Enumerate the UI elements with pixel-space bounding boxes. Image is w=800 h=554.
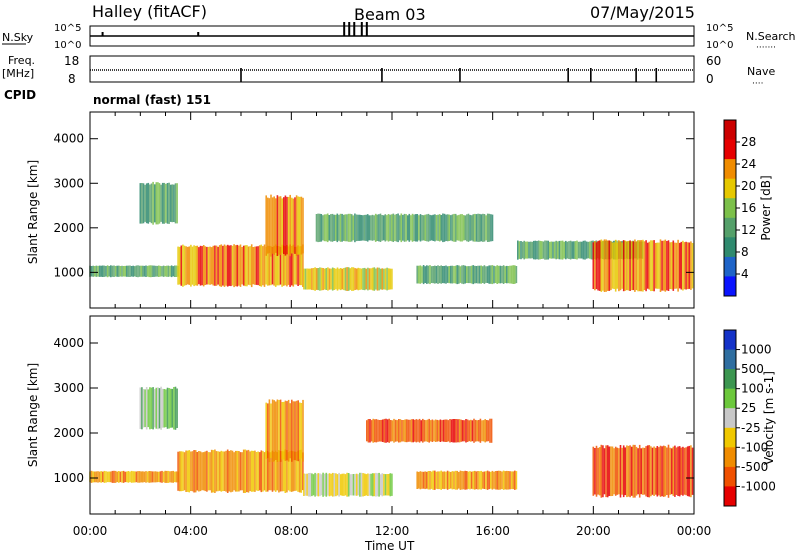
power-colorbar-swatch [724,120,736,141]
power-ytick-label: 1000 [53,265,84,279]
power-colorbar-tick-label: 16 [741,201,756,215]
freq-tick-bottom: 8 [68,72,76,86]
nave-dots: ···· [752,79,763,89]
velocity-ytick-label: 2000 [53,426,84,440]
velocity-colorbar-tick-label: 25 [741,401,756,415]
freq-spikes [240,68,658,82]
power-colorbar-swatch [724,276,736,297]
x-ticklabels: 00:00 04:00 08:00 12:00 16:00 20:00 00:00 [73,524,712,538]
velocity-colorbar-label: Velocity [m s-1] [762,371,776,465]
velocity-colorbar-swatch [724,349,736,370]
nsky-tick-top: 10^5 [54,23,81,34]
velocity-panel: 1000 2000 3000 4000 Slant Range [km] [26,315,695,515]
nave-tick-bottom: 0 [706,72,714,86]
velocity-xticks [89,316,695,514]
velocity-yticks: 1000 2000 3000 4000 [53,336,694,485]
power-colorbar-label: Power [dB] [759,175,773,240]
power-colorbar-swatch [724,256,736,277]
nave-label: Nave [747,65,775,78]
power-colorbar-tick-label: 4 [741,267,749,281]
power-colorbar-swatch [724,198,736,219]
velocity-colorbar: 1000 500 100 25 -25 -100 -500 -1000 Velocity [m… [723,329,776,507]
velocity-colorbar-tick-label: -25 [741,421,761,435]
nsearch-tick-top: 10^5 [706,23,733,34]
nsearch-dots: ······· [756,43,776,53]
freq-tick-top: 18 [64,54,79,68]
power-colorbar-tick-label: 28 [741,135,756,149]
velocity-colorbar-swatch [724,388,736,409]
beam-title: Beam 03 [354,5,426,24]
velocity-ylabel: Slant Range [km] [26,363,40,467]
power-colorbar-tick-label: 20 [741,179,756,193]
velocity-colorbar-swatch [724,486,736,507]
power-xticks [89,112,695,308]
nsearch-label: N.Search [746,30,796,43]
velocity-colorbar-tick-label: 1000 [741,343,772,357]
power-colorbar-swatch [724,139,736,160]
power-ytick-label: 3000 [53,176,84,190]
power-yticks: 1000 2000 3000 4000 [53,132,694,279]
power-colorbar-swatch [724,217,736,238]
power-colorbar-tick-label: 12 [741,223,756,237]
velocity-colorbar-swatch [724,466,736,487]
x-tick-label: 08:00 [274,524,309,538]
velocity-colorbar-swatch [724,427,736,448]
velocity-ytick-label: 4000 [53,336,84,350]
velocity-colorbar-tick-label: -500 [741,460,768,474]
nsearch-tick-bottom: 10^0 [706,40,733,51]
x-tick-label: 12:00 [375,524,410,538]
velocity-ytick-label: 1000 [53,471,84,485]
freq-frame [89,55,695,83]
velocity-echoes [89,386,694,498]
power-colorbar-ticks: 4 8 12 16 20 24 28 [736,135,756,281]
power-colorbar-tick-label: 8 [741,245,749,259]
x-tick-label: 00:00 [677,524,712,538]
nave-tick-top: 60 [706,54,721,68]
power-colorbar: 4 8 12 16 20 24 28 Power [dB] [723,119,773,297]
velocity-colorbar-swatches [724,330,736,507]
nsky-tick-bottom: 10^0 [54,40,81,51]
nsky-spikes [101,22,368,36]
velocity-colorbar-swatch [724,330,736,351]
power-colorbar-swatch [724,159,736,180]
power-colorbar-tick-label: 24 [741,157,756,171]
velocity-colorbar-swatch [724,408,736,429]
power-colorbar-swatch [724,237,736,258]
velocity-colorbar-tick-label: 100 [741,382,764,396]
x-axis-title: Time UT [364,539,415,553]
power-ylabel: Slant Range [km] [26,160,40,264]
station-title: Halley (fitACF) [92,2,207,21]
velocity-colorbar-tick-label: 500 [741,362,764,376]
power-colorbar-swatches [724,120,736,297]
freq-label-top: Freq. [8,54,35,67]
x-tick-label: 04:00 [173,524,208,538]
velocity-colorbar-ticks: 1000 500 100 25 -25 -100 -500 -1000 [736,343,776,493]
power-colorbar-swatch [724,178,736,199]
freq-label-unit: [MHz] [2,67,34,80]
date-title: 07/May/2015 [590,3,695,22]
power-panel: 1000 2000 3000 4000 Slant Range [km] [26,111,695,309]
velocity-colorbar-tick-label: -1000 [741,479,776,493]
nsky-panel: N.Sky 10^5 10^0 10^5 10^0 N.Search ·····… [2,22,796,53]
velocity-ytick-label: 3000 [53,381,84,395]
x-tick-label: 00:00 [73,524,108,538]
velocity-colorbar-swatch [724,369,736,390]
velocity-colorbar-swatch [724,447,736,468]
nsky-label: N.Sky [2,31,34,44]
velocity-colorbar-tick-label: -100 [741,440,768,454]
velocity-colorbar-frame [723,329,737,507]
power-ytick-label: 2000 [53,221,84,235]
x-tick-label: 16:00 [475,524,510,538]
freq-panel: Freq. [MHz] 18 8 60 0 Nave ···· [2,54,775,89]
cpid-mode: normal (fast) 151 [93,93,211,107]
x-tick-label: 20:00 [576,524,611,538]
power-ytick-label: 4000 [53,132,84,146]
cpid-label: CPID [4,88,36,102]
power-echoes [89,181,694,292]
